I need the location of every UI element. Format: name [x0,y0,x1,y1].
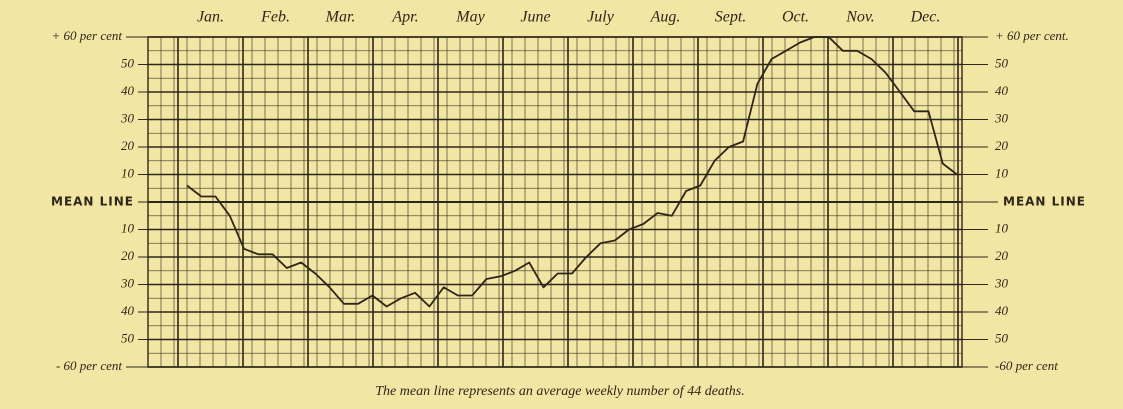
month-label: Mar. [325,9,356,26]
y-tick-label: 10 [121,220,135,235]
month-label: Jan. [197,9,224,26]
y2-tick-label: 30 [994,275,1009,290]
month-label: May [455,9,485,26]
y-tick-label: MEAN LINE [51,195,134,209]
y2-tick-label: 20 [995,248,1009,263]
y2-tick-label: 10 [995,220,1009,235]
month-label: Apr. [391,9,418,26]
month-label: June [520,9,550,26]
month-label: Feb. [260,9,290,26]
y2-tick-label: 40 [995,83,1009,98]
y-tick-label: - 60 per cent [56,358,122,373]
y-tick-label: + 60 per cent [51,28,122,43]
y2-tick-label: 20 [995,138,1009,153]
data-line [186,36,958,308]
y-tick-label: 20 [121,248,135,263]
y-tick-label: 20 [121,138,135,153]
y2-tick-label: + 60 per cent. [995,28,1069,43]
y-tick-label: 40 [121,83,135,98]
y-tick-label: 50 [121,55,135,70]
month-label: Dec. [910,9,941,26]
y-tick-label: 50 [121,330,135,345]
y2-tick-label: 50 [995,330,1009,345]
y2-tick-label: 30 [994,110,1009,125]
month-label: Sept. [715,9,747,26]
y2-tick-label: 10 [995,165,1009,180]
y-tick-label: 30 [120,275,135,290]
y-tick-label: 30 [120,110,135,125]
y-tick-label: 40 [121,303,135,318]
caption: The mean line represents an average week… [375,384,745,399]
month-label: Nov. [845,9,875,26]
month-label: July [587,9,615,26]
y-tick-label: 10 [121,165,135,180]
y2-tick-label: MEAN LINE [1003,195,1086,209]
y2-tick-label: 50 [995,55,1009,70]
y2-tick-label: -60 per cent [995,358,1058,373]
month-label: Aug. [650,9,681,26]
month-label: Oct. [782,9,809,26]
y2-tick-label: 40 [995,303,1009,318]
